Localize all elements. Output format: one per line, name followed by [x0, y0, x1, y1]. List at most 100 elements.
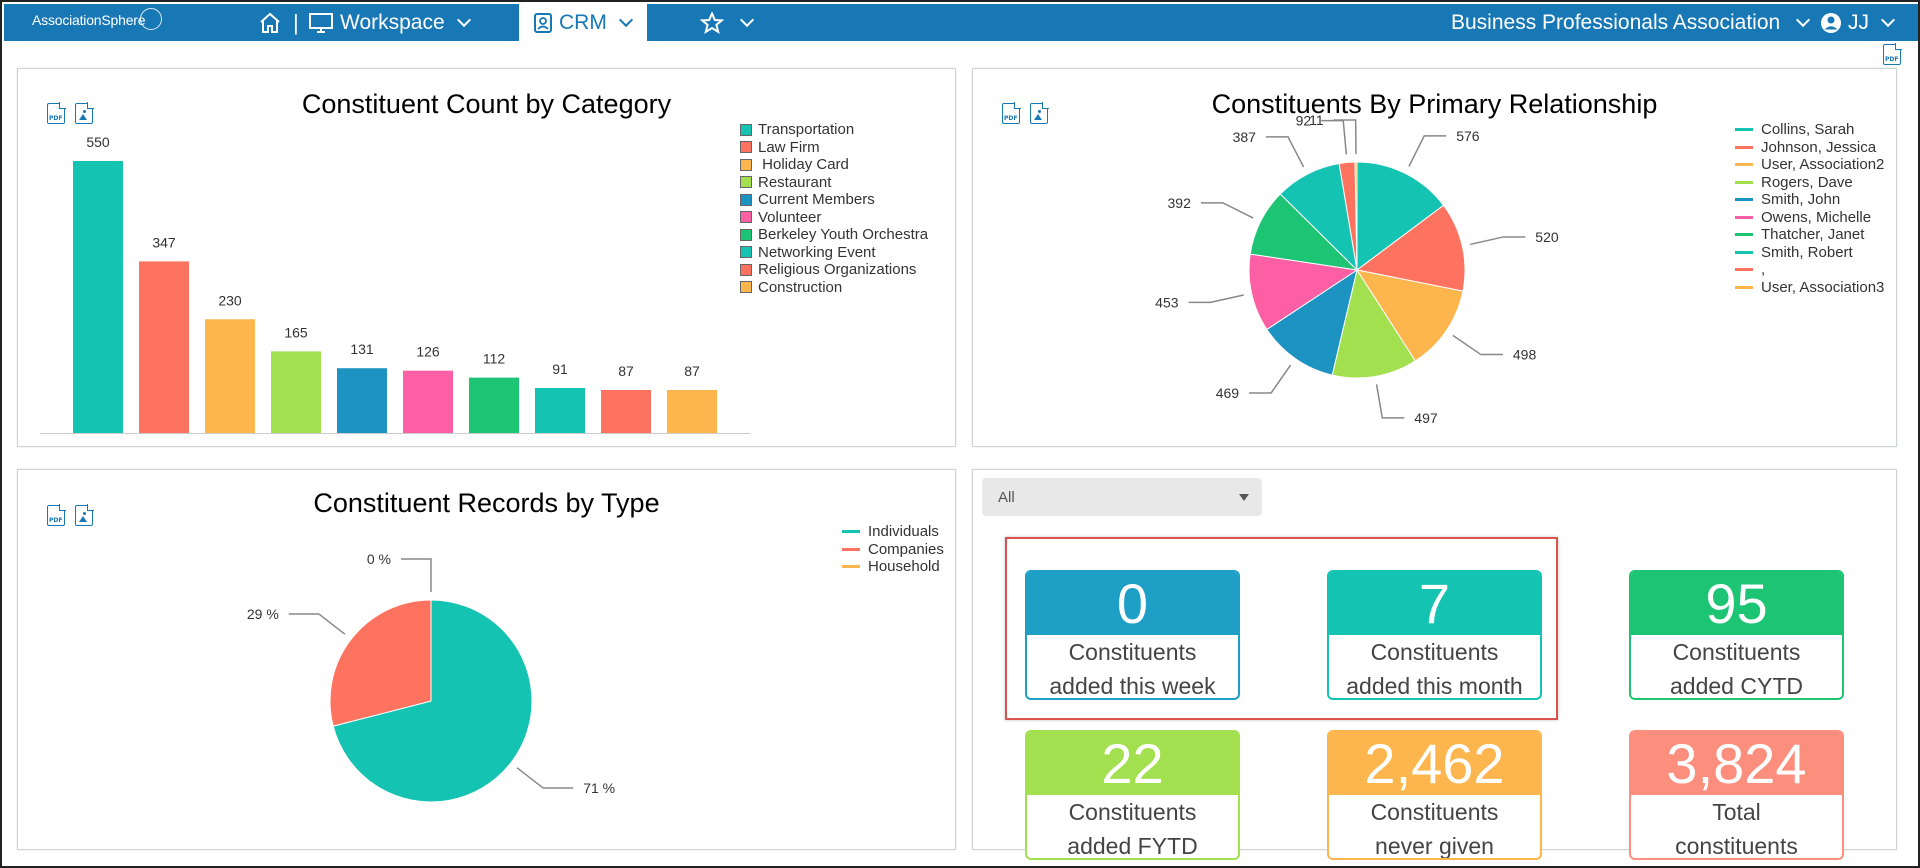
- pie-leader-line: [1375, 384, 1405, 419]
- stat-tile[interactable]: 3,824 Total constituents: [1629, 730, 1844, 860]
- stat-value: 22: [1027, 732, 1238, 795]
- legend-item[interactable]: ,: [1735, 261, 1884, 279]
- pie-slice[interactable]: [329, 599, 432, 727]
- stat-tile[interactable]: 22 Constituents added FYTD: [1025, 730, 1240, 860]
- legend-item[interactable]: Holiday Card: [740, 156, 928, 174]
- stat-caption-line1: Constituents: [1370, 799, 1499, 825]
- stat-caption-line1: Constituents: [1672, 639, 1801, 665]
- bar[interactable]: [271, 351, 321, 433]
- legend-item[interactable]: Law Firm: [740, 139, 928, 157]
- legend-label: Law Firm: [758, 138, 820, 156]
- legend-item[interactable]: Religious Organizations: [740, 261, 928, 279]
- bar-value-label: 112: [483, 351, 506, 367]
- period-filter-select[interactable]: All: [982, 478, 1262, 516]
- bar[interactable]: [601, 389, 651, 433]
- legend-item[interactable]: Construction: [740, 279, 928, 297]
- pie-leader-line: [401, 558, 432, 592]
- legend-item[interactable]: Berkeley Youth Orchestra: [740, 226, 928, 244]
- stat-caption-line2: added FYTD: [1067, 833, 1198, 859]
- user-menu[interactable]: JJ: [1820, 4, 1896, 41]
- image-icon[interactable]: [75, 504, 94, 526]
- pie-slice[interactable]: [1266, 268, 1358, 376]
- legend-item[interactable]: Restaurant: [740, 174, 928, 192]
- pie-slice[interactable]: [1331, 268, 1416, 379]
- top-nav-bar: AssociationSphere | Workspace CRM Busine…: [4, 4, 1918, 41]
- bar[interactable]: [139, 261, 189, 433]
- pie-value-label: 469: [1216, 385, 1240, 401]
- pie-leader-line: [1333, 119, 1357, 155]
- pie-leader-line: [1188, 294, 1244, 304]
- pie-leader-line: [1469, 236, 1526, 246]
- legend-item[interactable]: Smith, John: [1735, 191, 1884, 209]
- pdf-icon[interactable]: PDF: [47, 102, 66, 124]
- home-button[interactable]: [258, 4, 282, 41]
- legend-item[interactable]: Owens, Michelle: [1735, 209, 1884, 227]
- pdf-icon[interactable]: PDF: [1002, 102, 1021, 124]
- pie-slice[interactable]: [1355, 269, 1464, 362]
- bar[interactable]: [535, 387, 585, 433]
- legend-item[interactable]: Companies: [842, 541, 944, 559]
- stat-tile[interactable]: 2,462 Constituents never given: [1327, 730, 1542, 860]
- legend-label: Networking Event: [758, 243, 876, 261]
- bar[interactable]: [403, 370, 453, 433]
- legend-swatch: [740, 176, 752, 189]
- stat-caption-line2: never given: [1375, 833, 1494, 859]
- export-dashboard-pdf-button[interactable]: PDF: [1883, 43, 1902, 65]
- pie-slice[interactable]: [1354, 161, 1358, 271]
- pie-slice[interactable]: [1356, 161, 1445, 271]
- monitor-icon: [309, 12, 333, 33]
- pie-value-label: 11: [1309, 112, 1324, 128]
- pie-leader-line: [1200, 202, 1254, 219]
- pie-leader-line: [1408, 135, 1447, 167]
- organization-menu[interactable]: Business Professionals Association: [1451, 4, 1811, 41]
- stat-tile[interactable]: 95 Constituents added CYTD: [1629, 570, 1844, 700]
- legend-swatch: [842, 530, 860, 534]
- organization-name: Business Professionals Association: [1451, 10, 1781, 34]
- legend-swatch: [740, 123, 752, 136]
- crm-menu[interactable]: CRM: [519, 4, 647, 41]
- legend-item[interactable]: Volunteer: [740, 209, 928, 227]
- legend-label: Individuals: [868, 523, 939, 541]
- stat-tile[interactable]: 7 Constituents added this month: [1327, 570, 1542, 700]
- legend-swatch: [1735, 198, 1753, 202]
- legend-item[interactable]: Smith, Robert: [1735, 244, 1884, 262]
- bar[interactable]: [667, 389, 717, 433]
- legend-swatch: [740, 211, 752, 224]
- bar[interactable]: [73, 161, 123, 433]
- legend-label: Thatcher, Janet: [1761, 226, 1865, 244]
- bar-value-label: 126: [416, 344, 440, 360]
- image-icon[interactable]: [75, 102, 94, 124]
- favorites-menu[interactable]: [700, 4, 755, 41]
- stat-caption-line2: added this week: [1049, 673, 1216, 699]
- legend-item[interactable]: Current Members: [740, 191, 928, 209]
- legend-item[interactable]: User, Association2: [1735, 156, 1884, 174]
- pie-slice[interactable]: [1248, 253, 1359, 331]
- legend-item[interactable]: Johnson, Jessica: [1735, 139, 1884, 157]
- pie-leader-line: [1452, 334, 1503, 356]
- legend-item[interactable]: Rogers, Dave: [1735, 174, 1884, 192]
- pie-value-label: 498: [1513, 347, 1537, 363]
- chevron-down-icon: [739, 12, 755, 28]
- legend-swatch: [740, 263, 752, 276]
- bar[interactable]: [469, 377, 519, 433]
- stat-tile[interactable]: 0 Constituents added this week: [1025, 570, 1240, 700]
- pie-slice[interactable]: [332, 599, 533, 803]
- workspace-menu[interactable]: Workspace: [308, 4, 471, 41]
- pie-leader-line: [1249, 364, 1292, 394]
- legend-item[interactable]: Collins, Sarah: [1735, 121, 1884, 139]
- legend-item[interactable]: Networking Event: [740, 244, 928, 262]
- user-avatar-icon: [1821, 12, 1841, 33]
- pdf-icon[interactable]: PDF: [47, 504, 66, 526]
- app-logo[interactable]: AssociationSphere: [32, 8, 162, 30]
- legend-item[interactable]: Transportation: [740, 121, 928, 139]
- export-buttons: PDF: [1002, 102, 1049, 124]
- legend-item[interactable]: Household: [842, 558, 944, 576]
- pie-slice[interactable]: [1355, 204, 1466, 292]
- legend-item[interactable]: User, Association3: [1735, 279, 1884, 297]
- chart-title: Constituent Records by Type: [313, 488, 660, 518]
- legend-item[interactable]: Individuals: [842, 523, 944, 541]
- legend-item[interactable]: Thatcher, Janet: [1735, 226, 1884, 244]
- bar[interactable]: [337, 368, 387, 433]
- image-icon[interactable]: [1030, 102, 1049, 124]
- bar[interactable]: [205, 319, 255, 433]
